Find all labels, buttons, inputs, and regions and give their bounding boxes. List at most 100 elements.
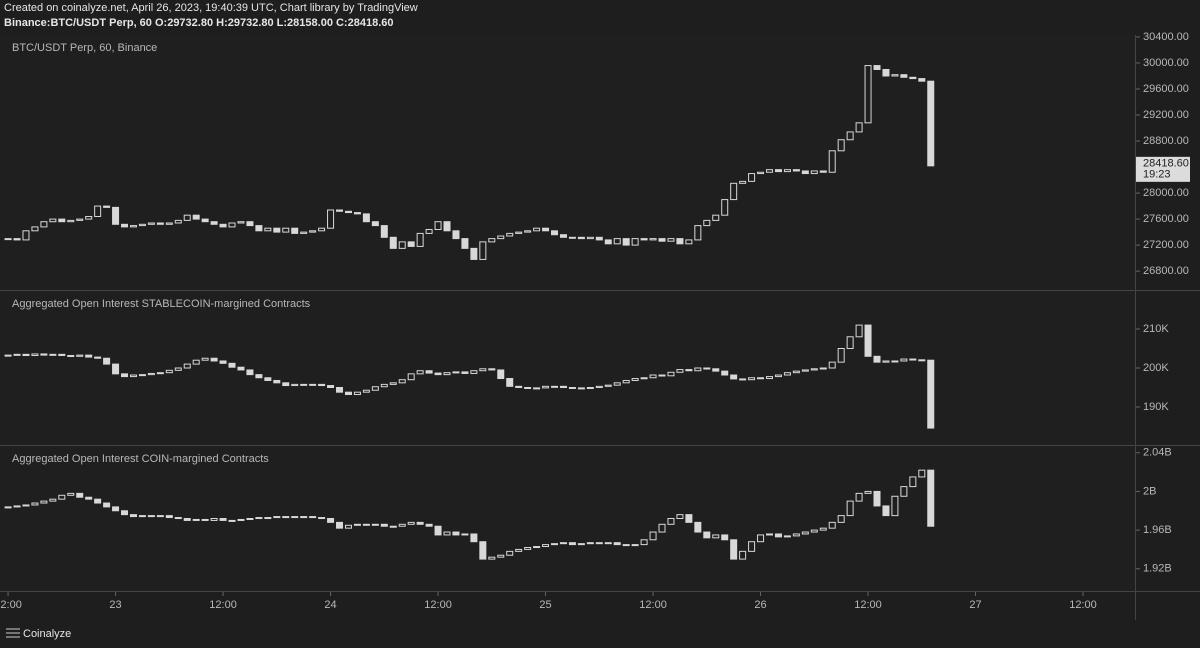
candle xyxy=(165,369,173,374)
x-tick-label: 27 xyxy=(969,599,981,611)
candle xyxy=(461,371,469,374)
candle xyxy=(577,543,585,546)
candle xyxy=(94,205,102,217)
price-tag-label: 28418.60 xyxy=(1143,158,1189,170)
menu-icon[interactable] xyxy=(6,628,20,638)
candle xyxy=(783,535,791,538)
candle xyxy=(156,222,164,225)
candle xyxy=(344,524,352,529)
candle xyxy=(703,531,711,539)
candle xyxy=(766,376,774,380)
candle xyxy=(595,542,603,545)
candle xyxy=(371,221,379,227)
price-tag xyxy=(1136,156,1190,182)
y-tick-label: 2.04B xyxy=(1143,447,1172,459)
candle xyxy=(667,238,675,242)
candle xyxy=(94,356,102,359)
candle xyxy=(810,170,818,175)
candle xyxy=(792,533,800,537)
candle xyxy=(801,531,809,535)
candle xyxy=(31,502,39,506)
y-tick-label: 29600.00 xyxy=(1143,83,1189,95)
candle xyxy=(407,241,415,247)
candle xyxy=(344,210,352,214)
candle xyxy=(819,367,827,370)
candle xyxy=(882,505,890,517)
candle xyxy=(49,218,57,223)
candle xyxy=(497,554,505,558)
candle xyxy=(864,490,872,494)
candle xyxy=(264,377,272,381)
candle xyxy=(595,385,603,389)
candle xyxy=(362,523,370,526)
candle xyxy=(864,65,872,124)
candle xyxy=(228,222,236,228)
x-tick-label: 26 xyxy=(754,599,766,611)
candle xyxy=(4,354,12,357)
candle xyxy=(318,517,326,520)
candle xyxy=(757,377,765,380)
candle xyxy=(479,368,487,372)
candle xyxy=(138,223,146,227)
y-tick-label: 210K xyxy=(1143,323,1169,335)
candle xyxy=(748,541,756,552)
candle xyxy=(721,199,729,216)
y-tick-label: 1.92B xyxy=(1143,563,1172,575)
candle xyxy=(174,219,182,224)
candle xyxy=(67,492,75,496)
candle xyxy=(371,523,379,526)
candle xyxy=(389,382,397,385)
candle xyxy=(515,385,523,389)
candle xyxy=(774,374,782,378)
candle xyxy=(882,68,890,77)
candle xyxy=(730,182,738,201)
candle xyxy=(766,533,774,536)
candle xyxy=(452,230,460,240)
candle xyxy=(855,324,863,338)
candle xyxy=(174,367,182,371)
candle xyxy=(353,391,361,396)
candle xyxy=(282,516,290,519)
candle xyxy=(792,169,800,172)
candle xyxy=(622,544,630,547)
candle xyxy=(730,539,738,560)
candle xyxy=(183,518,191,521)
candle xyxy=(461,238,469,249)
candle xyxy=(138,374,146,377)
candle xyxy=(470,370,478,374)
candle xyxy=(604,239,612,245)
candle xyxy=(192,359,200,365)
candle xyxy=(819,170,827,173)
candle xyxy=(282,227,290,233)
candle xyxy=(810,368,818,371)
y-tick-label: 2B xyxy=(1143,485,1156,497)
candle xyxy=(228,519,236,522)
candle xyxy=(568,542,576,546)
candle xyxy=(676,238,684,245)
candle xyxy=(837,515,845,523)
candle xyxy=(649,238,657,241)
candle xyxy=(757,534,765,543)
candle xyxy=(246,221,254,227)
candle xyxy=(721,370,729,376)
candle xyxy=(434,221,442,231)
candle xyxy=(183,363,191,369)
candle xyxy=(147,372,155,376)
candle xyxy=(658,238,666,242)
candle xyxy=(85,496,93,500)
candle xyxy=(506,378,514,387)
candle xyxy=(900,358,908,362)
candle xyxy=(524,547,532,550)
candle xyxy=(344,391,352,396)
candle xyxy=(533,227,541,232)
candle xyxy=(846,500,854,517)
candle xyxy=(712,214,720,221)
candle xyxy=(103,205,111,208)
candle xyxy=(559,234,567,238)
candle xyxy=(604,384,612,387)
x-tick-label: 12:00 xyxy=(0,599,22,611)
candle xyxy=(783,372,791,376)
candle xyxy=(4,238,12,241)
candle xyxy=(380,225,388,238)
